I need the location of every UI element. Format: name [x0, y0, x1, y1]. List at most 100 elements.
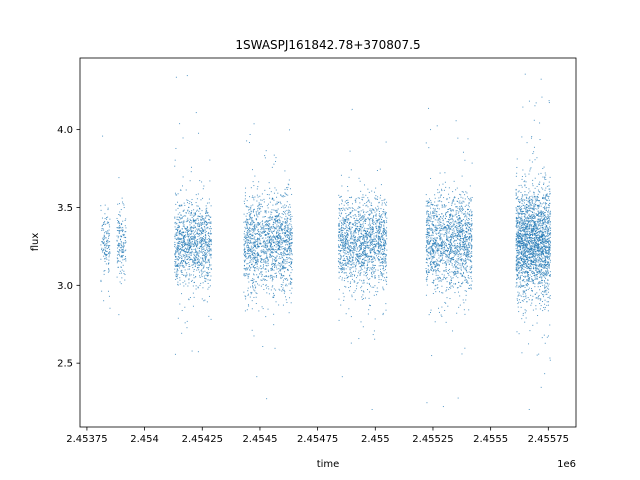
data-point [456, 225, 458, 227]
data-point [265, 271, 267, 273]
data-point [250, 257, 252, 259]
data-point [371, 274, 373, 276]
data-point [209, 232, 211, 234]
data-point [248, 211, 250, 213]
data-point [264, 157, 266, 159]
data-point [263, 261, 265, 263]
data-point [206, 245, 208, 247]
data-point [350, 281, 352, 283]
data-point [176, 263, 178, 265]
data-point [385, 220, 387, 222]
data-point [338, 266, 340, 268]
data-point [264, 279, 266, 281]
data-point [373, 209, 375, 211]
data-point [276, 220, 278, 222]
data-point [209, 222, 211, 224]
data-point [361, 242, 363, 244]
data-point [461, 353, 463, 355]
data-point [183, 235, 185, 237]
data-point [440, 247, 442, 249]
data-point [377, 269, 379, 271]
data-point [123, 236, 125, 238]
data-point [175, 247, 177, 249]
data-point [375, 235, 377, 237]
data-point [377, 196, 379, 198]
data-point [177, 226, 179, 228]
data-point [178, 252, 180, 254]
data-point [288, 231, 290, 233]
data-point [189, 229, 191, 231]
data-point [344, 201, 346, 203]
data-point [109, 218, 111, 220]
data-point [435, 252, 437, 254]
data-point [340, 257, 342, 259]
data-point [381, 202, 383, 204]
data-point [337, 239, 339, 241]
data-point [287, 247, 289, 249]
data-point [364, 256, 366, 258]
data-point [267, 242, 269, 244]
data-point [340, 230, 342, 232]
data-point [362, 234, 364, 236]
data-point [201, 233, 203, 235]
data-point [269, 255, 271, 257]
data-point [280, 244, 282, 246]
data-point [358, 338, 360, 340]
data-point [205, 223, 207, 225]
data-point [467, 255, 469, 257]
data-point [451, 203, 453, 205]
data-point [352, 223, 354, 225]
data-point [349, 253, 351, 255]
data-point [207, 227, 209, 229]
data-point [272, 260, 274, 262]
data-point [439, 254, 441, 256]
data-point [436, 216, 438, 218]
data-point [448, 193, 450, 195]
data-point [453, 252, 455, 254]
data-point [281, 262, 283, 264]
data-point [441, 246, 443, 248]
data-point [191, 242, 193, 244]
data-point [376, 222, 378, 224]
data-point [109, 233, 111, 235]
data-point [384, 242, 386, 244]
data-point [250, 234, 252, 236]
data-point [441, 244, 443, 246]
data-point [269, 248, 271, 250]
data-point [116, 254, 118, 256]
data-point [361, 290, 363, 292]
data-point [284, 241, 286, 243]
data-point [267, 233, 269, 235]
data-point [354, 220, 356, 222]
data-point [186, 199, 188, 201]
data-point [119, 281, 121, 283]
data-point [378, 278, 380, 280]
data-point [463, 213, 465, 215]
data-point [209, 180, 211, 182]
data-point [277, 245, 279, 247]
data-point [378, 207, 380, 209]
data-point [357, 255, 359, 257]
data-point [190, 166, 192, 168]
data-point [381, 235, 383, 237]
data-point [289, 243, 291, 245]
data-point [210, 233, 212, 235]
data-point [338, 231, 340, 233]
data-point [379, 225, 381, 227]
data-point [369, 291, 371, 293]
data-point [199, 213, 201, 215]
data-point [250, 279, 252, 281]
data-point [176, 248, 178, 250]
data-point [279, 216, 281, 218]
data-point [367, 217, 369, 219]
data-point [338, 267, 340, 269]
data-point [200, 221, 202, 223]
data-point [208, 215, 210, 217]
data-point [118, 177, 120, 179]
data-point [369, 224, 371, 226]
data-point [439, 271, 441, 273]
data-point [347, 242, 349, 244]
data-point [186, 254, 188, 256]
data-point [260, 285, 262, 287]
data-point [189, 242, 191, 244]
